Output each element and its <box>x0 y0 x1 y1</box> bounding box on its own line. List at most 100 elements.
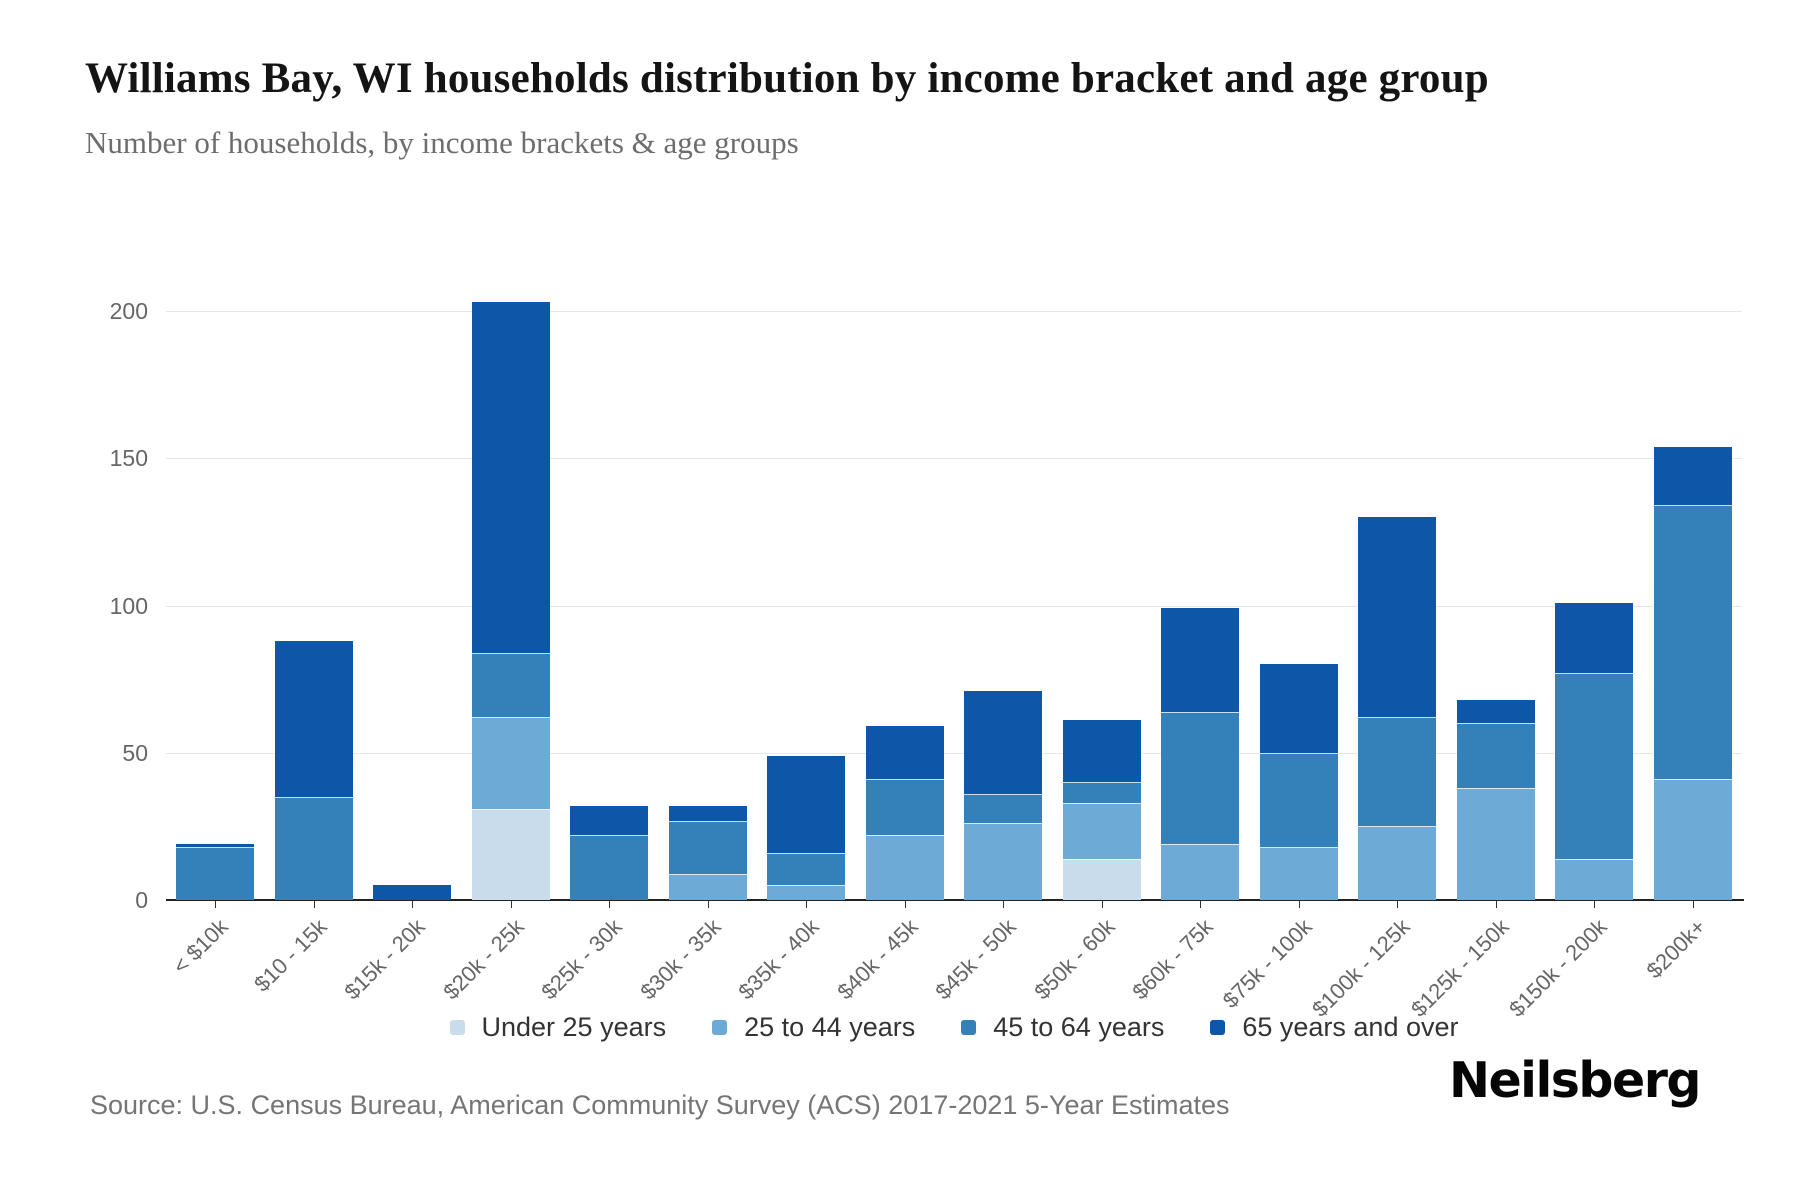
stacked-bar <box>1358 517 1437 900</box>
bar-segment[interactable] <box>1062 858 1141 900</box>
bar-segment[interactable] <box>1653 446 1732 506</box>
bar-column-14: $125k - 150k <box>1406 311 1546 1022</box>
x-axis-tick <box>1594 901 1596 908</box>
y-axis-tick-label: 150 <box>109 445 148 472</box>
legend-item[interactable]: Under 25 years <box>449 1012 667 1043</box>
bar-segment[interactable] <box>570 805 649 836</box>
x-axis-tick <box>1495 901 1497 908</box>
bar-segment[interactable] <box>865 835 944 900</box>
stacked-bar <box>1555 602 1634 900</box>
stacked-bar <box>767 755 846 900</box>
x-axis-category-label: $30k - 35k <box>635 914 726 1005</box>
source-note: Source: U.S. Census Bureau, American Com… <box>90 1090 1230 1120</box>
x-axis-category-label: $10 - 15k <box>248 914 332 997</box>
x-axis-tick <box>510 901 512 908</box>
gridline-y-50 <box>166 752 1742 754</box>
bar-segment[interactable] <box>1653 505 1732 780</box>
bar-segment[interactable] <box>767 885 846 900</box>
legend-item[interactable]: 45 to 64 years <box>961 1012 1164 1043</box>
gridline-y-200 <box>166 311 1742 312</box>
bar-column-4: $20k - 25k <box>438 302 561 1004</box>
bar-segment[interactable] <box>767 755 846 853</box>
bar-segment[interactable] <box>471 808 550 900</box>
bar-segment[interactable] <box>1259 664 1338 753</box>
bar-segment[interactable] <box>767 852 846 886</box>
bar-column-8: $40k - 45k <box>832 311 955 1004</box>
stacked-bar <box>1062 720 1141 900</box>
stacked-bar <box>1161 608 1240 900</box>
x-axis-tick <box>1003 901 1005 908</box>
neilsberg-logo[interactable]: Neilsberg <box>1448 1052 1702 1109</box>
bar-segment[interactable] <box>1161 711 1240 845</box>
chart-subtitle: Number of households, by income brackets… <box>85 125 799 161</box>
bar-segment[interactable] <box>1555 602 1634 674</box>
x-axis-category-label: < $10k <box>168 914 233 979</box>
legend-item[interactable]: 65 years and over <box>1210 1012 1459 1043</box>
x-axis-category-label: $100k - 125k <box>1307 914 1415 1022</box>
x-axis-category-label: $200k+ <box>1641 914 1711 984</box>
x-axis-category-label: $50k - 60k <box>1029 914 1120 1005</box>
bar-segment[interactable] <box>1358 717 1437 827</box>
bar-segment[interactable] <box>471 302 550 653</box>
bar-segment[interactable] <box>1062 720 1141 783</box>
bar-segment[interactable] <box>1358 826 1437 900</box>
bar-segment[interactable] <box>1555 673 1634 859</box>
legend-color-icon <box>1210 1020 1226 1035</box>
bar-segment[interactable] <box>570 835 649 900</box>
bar-segment[interactable] <box>176 847 255 900</box>
y-axis-tick-label: 50 <box>122 739 148 766</box>
x-axis-category-label: $35k - 40k <box>733 914 824 1005</box>
bar-segment[interactable] <box>274 796 353 900</box>
x-axis-tick <box>806 901 808 908</box>
stacked-bar <box>176 844 255 900</box>
y-axis-tick-label: 200 <box>109 298 148 324</box>
stacked-bar <box>373 885 452 900</box>
x-axis-category-label: $25k - 30k <box>536 914 627 1005</box>
bar-segment[interactable] <box>1358 517 1437 718</box>
bar-segment[interactable] <box>373 885 452 900</box>
bar-column-7: $35k - 40k <box>734 311 856 1004</box>
bar-segment[interactable] <box>1062 782 1141 803</box>
bar-segment[interactable] <box>1259 752 1338 847</box>
bar-segment[interactable] <box>668 805 747 821</box>
bar-segment[interactable] <box>1456 788 1535 900</box>
bar-segment[interactable] <box>964 690 1043 794</box>
bar-segment[interactable] <box>964 794 1043 824</box>
bar-segment[interactable] <box>471 652 550 718</box>
bar-segment[interactable] <box>964 823 1043 900</box>
x-axis-category-label: $75k - 100k <box>1217 914 1317 1013</box>
bar-segment[interactable] <box>1161 844 1240 900</box>
x-axis-category-label: $45k - 50k <box>930 914 1021 1005</box>
bar-column-9: $45k - 50k <box>931 311 1053 1004</box>
x-axis-tick <box>904 901 906 908</box>
stacked-bar <box>668 805 747 900</box>
bar-segment[interactable] <box>668 873 747 900</box>
x-axis-tick <box>412 901 414 908</box>
x-axis-category-label: $15k - 20k <box>339 914 430 1005</box>
bar-segment[interactable] <box>1456 723 1535 789</box>
legend-label: Under 25 years <box>481 1012 667 1042</box>
bar-segment[interactable] <box>1259 847 1338 900</box>
legend-label: 45 to 64 years <box>993 1012 1165 1042</box>
bar-segment[interactable] <box>1062 802 1141 859</box>
bar-segment[interactable] <box>176 844 255 847</box>
bar-segment[interactable] <box>865 726 944 780</box>
bar-segment[interactable] <box>274 640 353 797</box>
y-axis-tick-label: 100 <box>109 592 148 619</box>
bar-column-13: $100k - 125k <box>1307 311 1447 1022</box>
bar-column-5: $25k - 30k <box>537 311 659 1004</box>
bar-segment[interactable] <box>865 779 944 836</box>
bar-segment[interactable] <box>471 717 550 809</box>
bar-segment[interactable] <box>1555 858 1634 900</box>
y-axis-tick-label: 0 <box>135 887 148 913</box>
gridline-y-150 <box>166 458 1742 460</box>
x-axis-tick <box>1298 901 1300 908</box>
bar-column-10: $50k - 60k <box>1029 311 1152 1004</box>
legend-item[interactable]: 25 to 44 years <box>712 1012 915 1043</box>
bar-segment[interactable] <box>668 820 747 874</box>
bar-segment[interactable] <box>1456 699 1535 724</box>
bar-segment[interactable] <box>1161 608 1240 712</box>
bar-segment[interactable] <box>1653 779 1732 900</box>
stacked-bar <box>471 302 550 900</box>
x-axis-tick <box>215 901 217 908</box>
